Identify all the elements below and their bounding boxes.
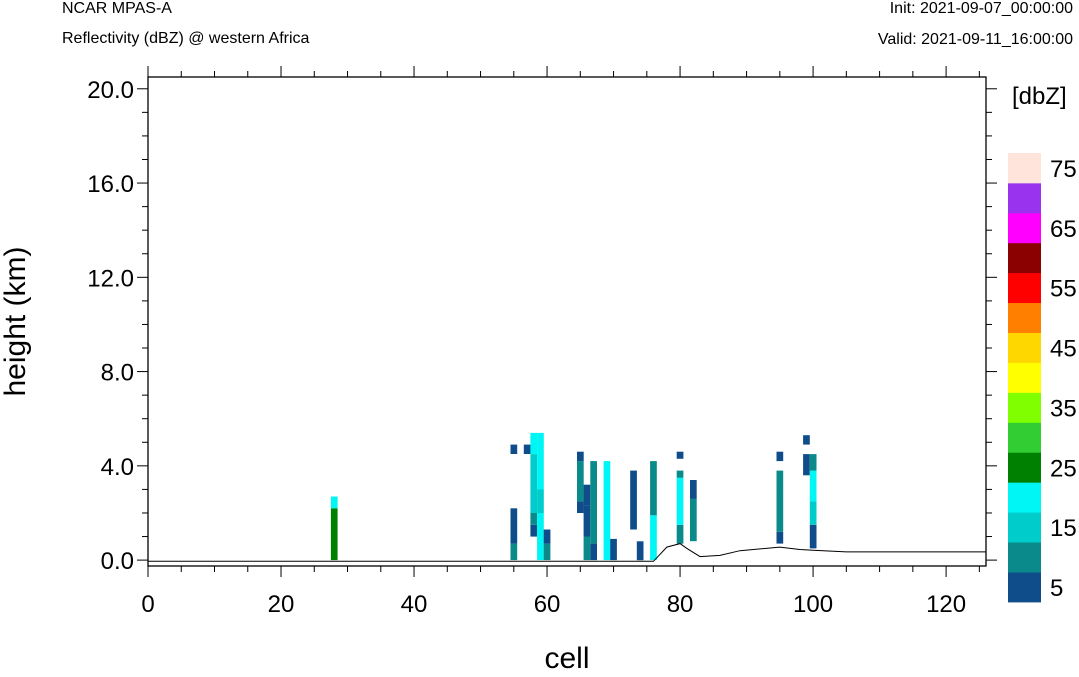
colorbar-swatch bbox=[1008, 512, 1041, 543]
axis-ticks bbox=[137, 66, 997, 577]
reflectivity-cell bbox=[537, 489, 544, 513]
reflectivity-cell bbox=[650, 461, 657, 516]
reflectivity-cell bbox=[809, 501, 817, 525]
colorbar-swatch bbox=[1008, 332, 1041, 363]
reflectivity-cell bbox=[523, 444, 531, 454]
x-axis-label: cell bbox=[544, 642, 589, 675]
valid-time: Valid: 2021-09-11_16:00:00 bbox=[877, 31, 1073, 48]
terrain-line bbox=[148, 543, 986, 562]
reflectivity-cell bbox=[776, 531, 784, 544]
y-tick-label: 16.0 bbox=[87, 171, 134, 198]
colorbar-swatch bbox=[1008, 452, 1041, 483]
x-tick-label: 0 bbox=[141, 591, 154, 618]
colorbar-swatch bbox=[1008, 482, 1041, 513]
x-tick-label: 100 bbox=[793, 591, 833, 618]
colorbar-swatch bbox=[1008, 212, 1041, 244]
reflectivity-cell bbox=[510, 508, 518, 544]
reflectivity-cell bbox=[577, 501, 584, 513]
reflectivity-cell bbox=[590, 543, 597, 561]
y-tick-label: 20.0 bbox=[87, 77, 134, 104]
init-time: Init: 2021-09-07_00:00:00 bbox=[889, 0, 1073, 17]
reflectivity-cell bbox=[583, 536, 591, 561]
reflectivity-cell bbox=[776, 451, 784, 462]
reflectivity-cell bbox=[583, 484, 591, 506]
reflectivity-cell bbox=[676, 524, 684, 544]
reflectivity-cells bbox=[330, 432, 817, 561]
colorbar bbox=[1008, 153, 1041, 603]
reflectivity-cell bbox=[530, 454, 538, 513]
reflectivity-cell bbox=[543, 529, 551, 544]
colorbar-label: 25 bbox=[1050, 455, 1077, 482]
field-subtitle: Reflectivity (dBZ) @ western Africa bbox=[62, 30, 310, 47]
colorbar-swatch bbox=[1008, 272, 1041, 304]
y-tick-label: 12.0 bbox=[87, 265, 134, 292]
colorbar-swatch bbox=[1008, 182, 1041, 214]
reflectivity-cell bbox=[590, 461, 597, 544]
reflectivity-cell bbox=[330, 496, 338, 509]
colorbar-title: [dbZ] bbox=[1012, 83, 1067, 110]
reflectivity-cell bbox=[630, 470, 637, 530]
x-tick-label: 120 bbox=[926, 591, 966, 618]
model-title: NCAR MPAS-A bbox=[62, 0, 172, 17]
colorbar-swatch bbox=[1008, 392, 1041, 423]
reflectivity-cell bbox=[610, 538, 617, 561]
x-tick-label: 20 bbox=[268, 591, 295, 618]
x-tick-label: 60 bbox=[534, 591, 561, 618]
x-tick-label: 80 bbox=[667, 591, 694, 618]
reflectivity-cell bbox=[809, 524, 817, 549]
reflectivity-cell bbox=[650, 515, 657, 561]
colorbar-swatch bbox=[1008, 153, 1041, 184]
reflectivity-cell bbox=[803, 454, 810, 476]
reflectivity-cell bbox=[676, 451, 684, 459]
x-tick-label: 40 bbox=[401, 591, 428, 618]
reflectivity-cell bbox=[690, 498, 697, 542]
reflectivity-cell bbox=[603, 461, 611, 561]
reflectivity-cell bbox=[510, 543, 518, 561]
colorbar-labels: 5 15 25 35 45 55 65 75 bbox=[1050, 156, 1077, 602]
reflectivity-cell bbox=[636, 541, 644, 561]
colorbar-swatch bbox=[1008, 362, 1041, 393]
reflectivity-cell bbox=[330, 508, 338, 561]
colorbar-label: 15 bbox=[1050, 515, 1077, 542]
reflectivity-cell bbox=[676, 477, 684, 525]
reflectivity-cell bbox=[537, 513, 544, 561]
reflectivity-cell bbox=[537, 432, 544, 490]
reflectivity-cell bbox=[776, 470, 784, 490]
y-tick-label: 4.0 bbox=[101, 454, 134, 481]
y-tick-label: 0.0 bbox=[101, 548, 134, 575]
y-axis-label: height (km) bbox=[0, 246, 32, 396]
colorbar-swatch bbox=[1008, 422, 1041, 453]
reflectivity-cell bbox=[577, 461, 584, 502]
reflectivity-cell bbox=[510, 444, 518, 454]
reflectivity-cell bbox=[676, 470, 684, 478]
colorbar-label: 65 bbox=[1050, 216, 1077, 243]
plot-frame bbox=[147, 76, 987, 567]
y-tick-label: 8.0 bbox=[101, 360, 134, 387]
colorbar-swatch bbox=[1008, 302, 1041, 333]
reflectivity-cell bbox=[583, 505, 591, 537]
reflectivity-cell bbox=[690, 480, 697, 499]
reflectivity-cell bbox=[803, 435, 810, 445]
reflectivity-cell bbox=[530, 432, 538, 455]
reflectivity-cell bbox=[530, 524, 538, 537]
reflectivity-cell bbox=[809, 470, 817, 502]
colorbar-label: 55 bbox=[1050, 276, 1077, 303]
reflectivity-cell bbox=[543, 543, 551, 561]
colorbar-swatch bbox=[1008, 572, 1041, 603]
colorbar-label: 45 bbox=[1050, 336, 1077, 363]
colorbar-swatch bbox=[1008, 242, 1041, 274]
reflectivity-cell bbox=[776, 489, 784, 532]
colorbar-label: 5 bbox=[1050, 575, 1063, 602]
colorbar-label: 75 bbox=[1050, 156, 1077, 183]
y-tick-labels: 0.0 4.0 8.0 12.0 16.0 20.0 bbox=[87, 77, 134, 575]
reflectivity-cell bbox=[577, 451, 584, 462]
x-tick-labels: 0 20 40 60 80 100 120 bbox=[141, 591, 966, 618]
colorbar-swatch bbox=[1008, 542, 1041, 573]
reflectivity-cell bbox=[809, 454, 817, 471]
reflectivity-cell bbox=[530, 513, 538, 525]
colorbar-label: 35 bbox=[1050, 395, 1077, 422]
